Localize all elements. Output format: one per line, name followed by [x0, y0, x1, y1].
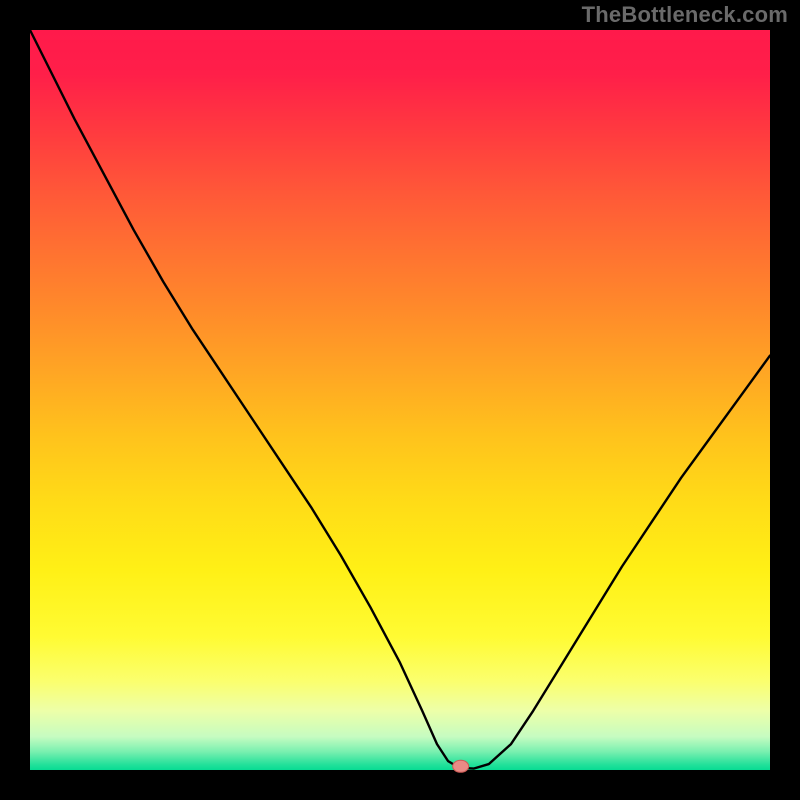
bottleneck-curve-chart	[0, 0, 800, 800]
optimal-point-marker	[453, 760, 469, 772]
watermark-text: TheBottleneck.com	[582, 2, 788, 28]
chart-frame: TheBottleneck.com	[0, 0, 800, 800]
plot-background	[30, 30, 770, 770]
